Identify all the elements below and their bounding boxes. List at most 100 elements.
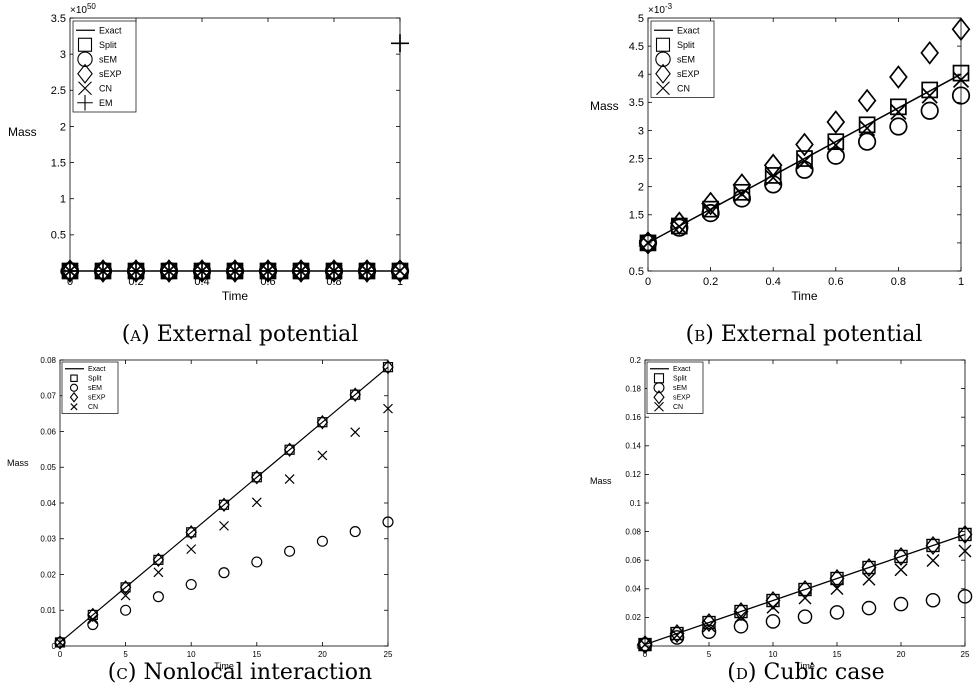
y-tick-label: 0.16 [625,413,641,422]
marker-sem [120,604,132,616]
y-tick-label: 4 [638,69,644,81]
marker-sem [669,630,685,645]
caption-b-letter: (b) [685,322,714,347]
marker-sexp [638,231,658,255]
marker-sexp [920,40,940,65]
y-tick-label: 0.08 [40,356,56,365]
marker-split [858,116,876,134]
y-axis-label: Mass [590,99,619,113]
legend-marker-sexp [655,63,671,84]
marker-sem [951,86,971,105]
caption-d: (d) Cubic case [676,660,936,685]
marker-cn [862,572,876,586]
x-tick-label: 15 [252,650,261,659]
caption-b-text: External potential [720,322,923,347]
legend-label-cn: CN [99,83,112,93]
marker-cn [926,553,940,567]
legend-label-split: Split [88,376,102,383]
y-tick-label: 5 [638,13,644,25]
marker-em [226,262,244,280]
legend-box [650,20,715,98]
x-tick-label: 1 [958,276,964,288]
caption-c-text: Nonlocal interaction [143,660,373,685]
y-tick-label: 3 [638,125,644,137]
caption-c-letter: (c) [107,660,137,685]
y-tick-label: 0.5 [51,230,66,242]
marker-sem [826,146,845,165]
marker-sexp [316,414,329,430]
legend-label-split: Split [99,40,117,50]
marker-em [61,262,79,280]
legend-label-sexp: sEXP [673,395,691,402]
y-tick-label: 0.12 [625,470,641,479]
y-tick-label: 0.02 [40,570,56,579]
y-tick-label: 2 [638,182,644,194]
legend-box [61,361,119,414]
x-tick-label: 5 [123,650,128,659]
series-line-exact [647,73,962,244]
chart-svg: 0 0.2 0.4 0.6 0.8 10.511.522.533.544.55×10-3T… [590,2,971,303]
marker-sexp [60,259,80,283]
legend-marker-cn [656,81,670,96]
chart-panel-d: 0 5 10 15 20 25 0 0.02 0.04 0.06 0.08 0.1 0.12 0.14 0.… [490,352,977,671]
marker-cn [766,600,780,614]
x-tick-label: 10 [187,650,196,659]
marker-sexp [826,110,846,134]
x-tick-label: 20 [897,650,906,659]
x-tick-label: 0 [58,650,63,659]
marker-sem [732,189,751,208]
marker-sexp [185,525,197,540]
chart-svg: 0 0.2 0.4 0.6 0.8 100.511.522.533.5×1050TimeM… [8,2,410,303]
caption-d-letter: (d) [727,660,757,685]
y-tick-label: 0.06 [625,556,641,565]
legend-marker-split [70,374,78,382]
series-group [637,524,973,655]
legend-label-sexp: sEXP [99,69,122,79]
marker-sem [861,600,877,616]
caption-a: (a) External potential [100,322,380,347]
y-tick-label: 0 [52,642,57,651]
legend-marker-split [77,37,93,52]
y-tick-label: 0.5 [629,266,644,278]
marker-sexp [669,211,689,236]
marker-sem [284,545,296,557]
marker-split [733,183,751,201]
legend-label-sem: sEM [673,385,687,392]
legend-marker-sem [653,382,665,394]
marker-sexp [637,635,653,655]
legend-label-split: Split [673,376,687,383]
marker-sem [152,591,164,603]
marker-em [193,262,211,280]
marker-em [127,262,145,280]
y-tick-label: 1 [60,194,66,206]
marker-cn [153,567,164,578]
marker-sexp [733,602,749,622]
y-tick-label: 3 [60,49,66,61]
y-tick-label: 1.5 [51,157,66,169]
x-tick-label: 0.4 [766,276,781,288]
marker-sem [858,132,877,151]
marker-sem [251,556,263,568]
marker-sexp [93,259,113,283]
marker-sem [349,526,361,538]
legend-marker-sem [69,383,79,392]
y-tick-label: 2.5 [51,85,66,97]
marker-sexp [152,552,165,568]
legend-label-sem: sEM [99,54,117,64]
legend-label-sexp: sEXP [677,69,700,79]
marker-cn [952,71,970,88]
x-tick-label: 5 [707,650,712,659]
x-tick-label: 20 [318,650,327,659]
y-tick-label: 0.04 [625,585,641,594]
marker-sexp [87,607,99,623]
legend-marker-sem [77,51,93,67]
y-tick-label: 2.5 [629,153,644,165]
y-axis-label: Mass [590,476,612,486]
marker-sexp [283,442,296,458]
marker-sexp [861,557,877,578]
y-tick-label: 0.01 [40,606,56,615]
marker-cn [733,185,751,203]
legend-marker-cn [78,81,92,96]
marker-sexp [765,590,781,611]
marker-sexp [701,613,717,633]
